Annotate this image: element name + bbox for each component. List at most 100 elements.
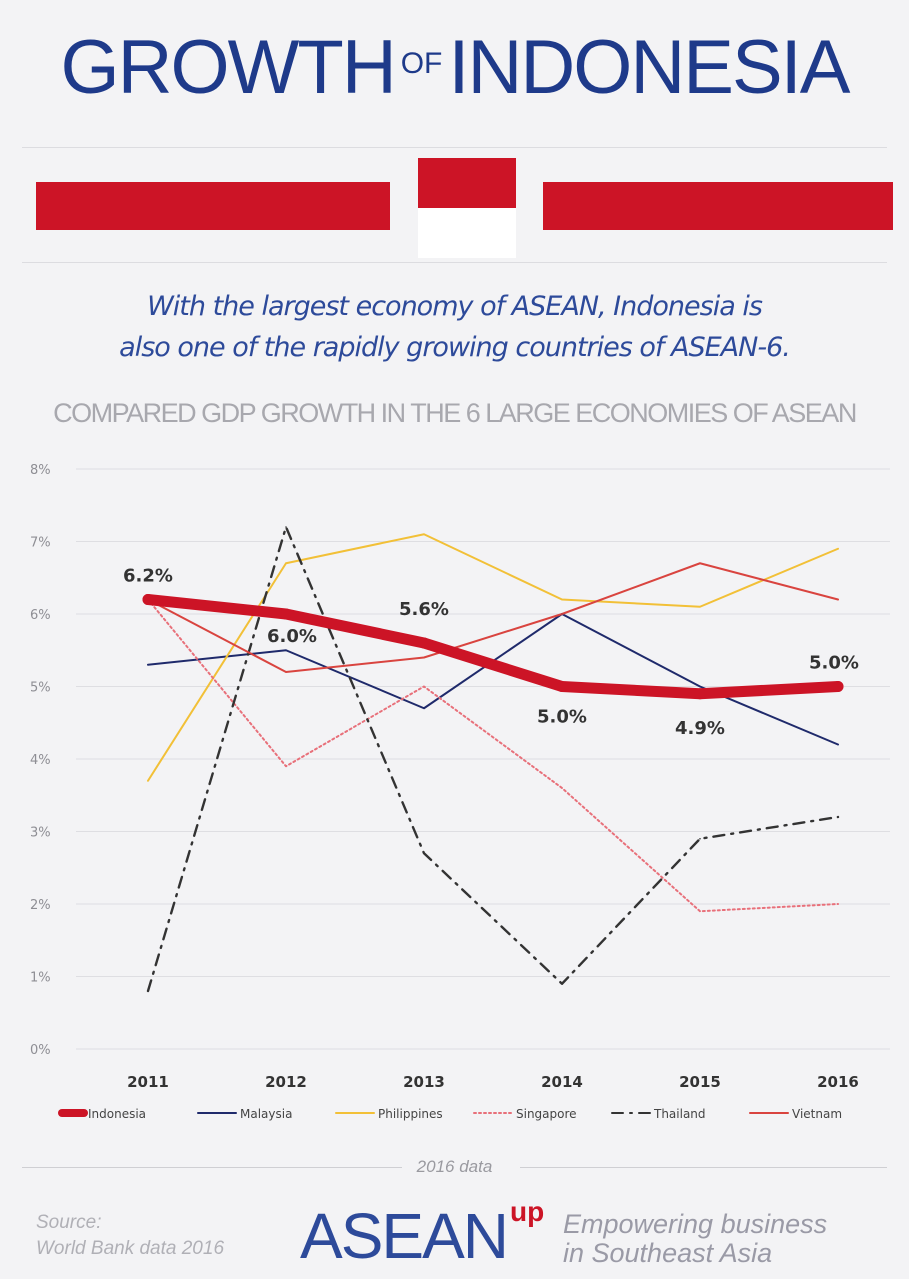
y-tick-label: 7% — [30, 536, 51, 551]
x-tick-label: 2011 — [127, 1073, 169, 1091]
chart-data-labels: 6.2% 6.0% 5.6% 5.0% 4.9% 5.0% — [123, 566, 859, 739]
gdp-growth-chart: 0%1%2%3%4%5%6%7%8% 2011 2012 2013 2014 2015 2… — [30, 463, 890, 1121]
data-label: 6.2% — [123, 566, 173, 587]
point-philippines — [285, 562, 287, 565]
y-tick-label: 5% — [30, 681, 51, 696]
point-singapore — [561, 787, 563, 789]
point-thailand — [423, 852, 425, 855]
point-thailand — [837, 816, 839, 818]
point-vietnam — [837, 598, 839, 601]
footer-rule-right — [520, 1167, 887, 1168]
source-label: Source: — [36, 1212, 102, 1233]
legend-item-singapore: Singapore — [473, 1107, 577, 1121]
point-singapore — [285, 765, 287, 768]
point-vietnam — [699, 562, 701, 565]
brand-name: ASEAN — [300, 1200, 509, 1272]
point-malaysia — [285, 649, 287, 652]
y-tick-label: 6% — [30, 608, 51, 623]
chart-points — [142, 526, 844, 992]
legend-item-malaysia: Malaysia — [197, 1107, 292, 1121]
x-tick-label: 2013 — [403, 1073, 445, 1091]
point-indonesia — [418, 637, 430, 649]
tagline-line-2: in Southeast Asia — [563, 1238, 773, 1268]
subtitle-line-1: With the largest economy of ASEAN, Indon… — [147, 291, 763, 322]
point-indonesia — [694, 688, 706, 700]
indonesia-flag — [418, 158, 516, 258]
brand-superscript: up — [510, 1196, 545, 1227]
point-indonesia — [142, 594, 154, 605]
data-note: 2016 data — [416, 1157, 493, 1176]
point-philippines — [561, 598, 563, 601]
data-label: 5.6% — [399, 599, 449, 620]
flag-white-stripe — [418, 208, 516, 258]
point-indonesia — [280, 608, 292, 620]
x-tick-label: 2015 — [679, 1073, 721, 1091]
data-label: 6.0% — [267, 626, 317, 647]
x-tick-label: 2012 — [265, 1073, 307, 1091]
flag-red-stripe — [418, 158, 516, 208]
chart-title: COMPARED GDP GROWTH IN THE 6 LARGE ECONO… — [53, 398, 857, 428]
title-divider-bottom — [22, 262, 887, 263]
point-thailand — [699, 837, 701, 840]
point-thailand — [285, 526, 287, 528]
legend-label: Indonesia — [88, 1107, 146, 1121]
point-singapore — [423, 685, 425, 688]
point-philippines — [147, 779, 149, 782]
point-malaysia — [837, 743, 839, 746]
legend-label: Vietnam — [792, 1107, 842, 1121]
point-singapore — [699, 910, 701, 913]
chart-series — [142, 525, 844, 993]
point-thailand — [147, 990, 149, 992]
point-vietnam — [285, 671, 287, 673]
series-line-singapore — [147, 598, 839, 913]
y-tick-label: 4% — [30, 753, 51, 768]
series-line-thailand — [146, 525, 840, 993]
title-indonesia: INDONESIA — [448, 25, 850, 110]
point-philippines — [699, 605, 701, 608]
legend-item-vietnam: Vietnam — [749, 1107, 842, 1121]
y-axis-ticks: 0% 1% 2% 3% 4% 5% 6% 7% 8% — [30, 463, 51, 1058]
point-vietnam — [423, 656, 425, 659]
data-label: 5.0% — [809, 653, 859, 674]
y-tick-label: 8% — [30, 463, 51, 478]
point-malaysia — [147, 663, 149, 666]
flag-band-right — [543, 182, 893, 230]
x-tick-label: 2016 — [817, 1073, 859, 1091]
point-indonesia — [832, 681, 844, 692]
data-label: 5.0% — [537, 707, 587, 728]
legend-label: Philippines — [378, 1107, 443, 1121]
legend-label: Thailand — [653, 1107, 706, 1121]
tagline: Empowering business in Southeast Asia — [563, 1210, 827, 1268]
point-vietnam — [561, 613, 563, 615]
series-line-indonesia — [142, 594, 844, 700]
title-growth: GROWTH — [60, 25, 397, 110]
legend-label: Singapore — [516, 1107, 577, 1121]
y-tick-label: 2% — [30, 898, 51, 913]
flag-band-left — [36, 182, 390, 230]
y-tick-label: 3% — [30, 826, 51, 841]
x-axis-ticks: 2011 2012 2013 2014 2015 2016 — [127, 1073, 859, 1091]
point-malaysia — [423, 707, 425, 710]
legend-item-thailand: Thailand — [611, 1107, 706, 1121]
series-line-philippines — [147, 533, 839, 782]
title-of: OF — [400, 47, 443, 80]
x-tick-label: 2014 — [541, 1073, 583, 1091]
point-singapore — [837, 903, 839, 905]
source-text: World Bank data 2016 — [36, 1238, 225, 1259]
point-malaysia — [699, 685, 701, 688]
subtitle-line-2: also one of the rapidly growing countrie… — [119, 332, 791, 363]
footer-rule-left — [22, 1167, 402, 1168]
point-indonesia — [556, 681, 568, 692]
legend-item-philippines: Philippines — [335, 1107, 443, 1121]
title-divider-top — [22, 147, 887, 148]
point-philippines — [423, 533, 425, 536]
page-title: GROWTH OFINDONESIA — [0, 30, 909, 106]
point-philippines — [837, 547, 839, 550]
legend-label: Malaysia — [240, 1107, 292, 1121]
point-thailand — [561, 982, 563, 985]
chart-grid — [76, 468, 890, 1050]
y-tick-label: 1% — [30, 971, 51, 986]
chart-legend: Indonesia Malaysia Philippines Singapore Tha… — [58, 1107, 842, 1121]
series-line-vietnam — [147, 562, 839, 673]
asean-up-logo: ASEAN up — [300, 1196, 544, 1276]
